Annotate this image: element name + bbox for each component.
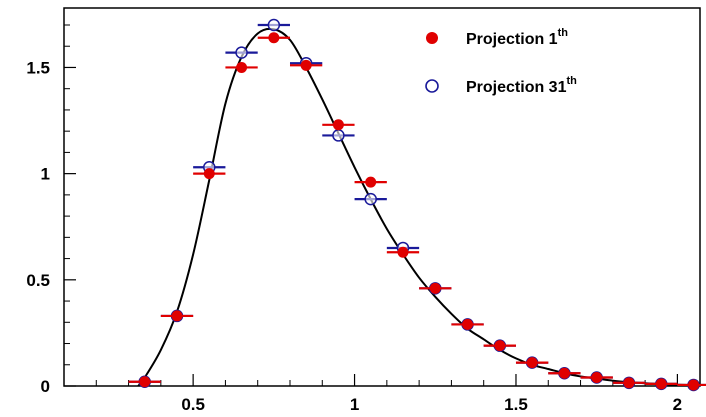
data-point-series-1 — [558, 367, 570, 379]
x-tick-label: 2 — [673, 395, 682, 414]
data-point-series-1 — [300, 59, 312, 71]
data-point-series-1 — [623, 377, 635, 389]
x-tick-label: 1.5 — [504, 395, 528, 414]
legend-marker-series-1 — [426, 32, 438, 44]
legend: Projection 1th Projection 31th — [425, 27, 577, 96]
fit-curve — [137, 27, 701, 387]
data-point-series-1 — [365, 176, 377, 188]
data-point-series-2 — [332, 129, 345, 142]
data-point-series-1 — [462, 318, 474, 330]
data-point-series-1 — [139, 376, 151, 388]
data-point-series-1 — [332, 119, 344, 131]
plot-frame — [63, 7, 701, 387]
y-tick-label: 0.5 — [26, 271, 50, 290]
data-point-series-1 — [591, 372, 603, 384]
y-tick-label: 1.5 — [26, 58, 50, 77]
data-point-series-1 — [494, 340, 506, 352]
legend-label-series-2: Projection 31th — [466, 75, 577, 96]
data-point-series-1 — [171, 310, 183, 322]
data-point-series-1 — [526, 357, 538, 369]
data-point-series-2 — [364, 192, 377, 206]
legend-marker-series-2 — [425, 79, 439, 93]
data-point-series-1 — [655, 378, 667, 390]
fit-layer — [137, 27, 701, 387]
data-point-series-1 — [236, 61, 248, 73]
x-tick-label: 0.5 — [181, 395, 205, 414]
x-tick-label: 1 — [350, 395, 359, 414]
data-point-series-2 — [267, 18, 281, 32]
y-tick-label: 0 — [41, 377, 50, 396]
axes: 0.5 1 1.5 2 0 0.5 1 1.5 — [26, 24, 682, 414]
data-point-series-1 — [397, 246, 409, 258]
data-point-series-1 — [688, 379, 700, 391]
data-point-series-1 — [429, 282, 441, 294]
data-point-series-1 — [268, 32, 280, 44]
data-point-series-1 — [203, 168, 215, 180]
data-point-series-2 — [235, 46, 248, 59]
points-layer — [128, 18, 706, 392]
y-tick-label: 1 — [41, 165, 50, 184]
legend-label-series-1: Projection 1th — [466, 27, 568, 48]
